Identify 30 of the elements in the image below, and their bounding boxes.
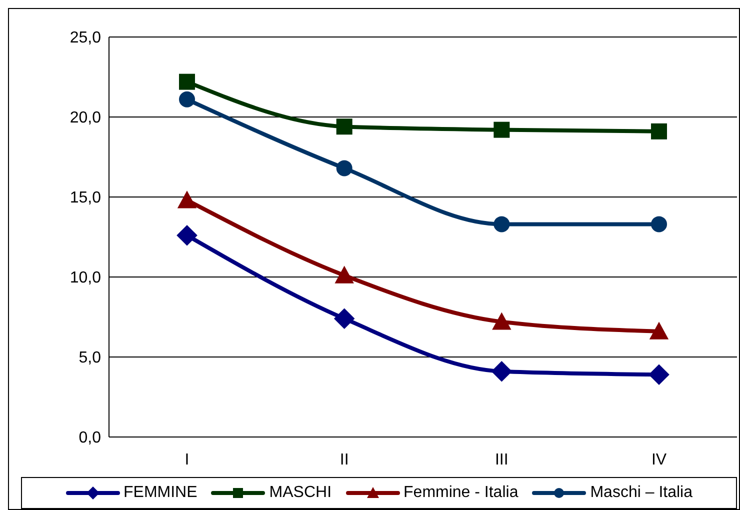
y-tick-label: 20,0: [70, 110, 102, 127]
point: [334, 266, 354, 284]
point: [649, 322, 669, 340]
x-tick-label: III: [494, 451, 508, 468]
point: [492, 312, 512, 330]
y-tick-label: 25,0: [70, 30, 102, 47]
point: [491, 361, 512, 382]
point: [336, 160, 352, 176]
legend-label: FEMMINE: [124, 484, 198, 502]
point: [177, 190, 197, 208]
point: [648, 364, 670, 385]
legend-label: MASCHI: [269, 484, 332, 502]
point: [494, 122, 510, 138]
x-tick-label: IV: [651, 451, 667, 468]
x-tick-label: II: [340, 451, 349, 468]
x-tick-label: I: [184, 451, 190, 468]
y-tick-label: 15,0: [70, 190, 102, 207]
y-tick-label: 5,0: [78, 350, 102, 367]
point: [651, 123, 667, 140]
legend-label: Maschi – Italia: [590, 484, 692, 502]
point: [179, 91, 195, 108]
point: [336, 118, 352, 135]
point: [651, 216, 667, 232]
point: [494, 216, 510, 232]
y-tick-label: 0,0: [78, 430, 102, 447]
point: [176, 225, 198, 246]
y-tick-label: 10,0: [70, 270, 102, 287]
point: [334, 308, 355, 329]
legend-label: Femmine - Italia: [404, 484, 518, 502]
point: [179, 74, 195, 90]
